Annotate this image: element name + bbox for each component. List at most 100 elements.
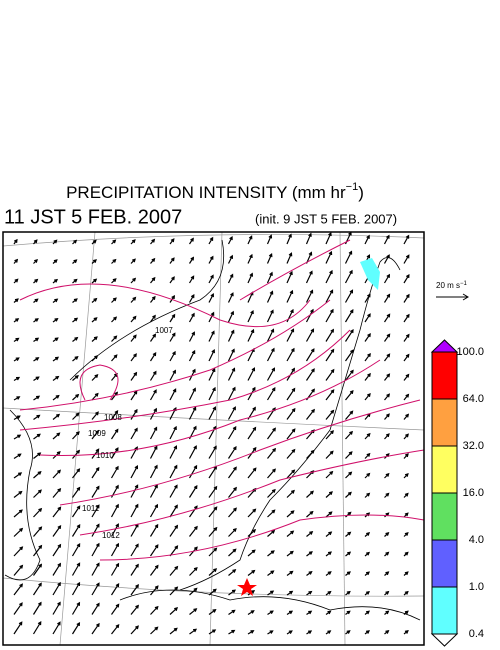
wind-arrow-head [385,532,390,536]
wind-arrow-head [193,445,197,450]
wind-arrow-shaft [169,314,176,323]
wind-arrow-head [330,430,334,435]
wind-arrow-shaft [149,371,157,381]
wind-arrow-head [386,393,391,398]
wind-arrow-head [53,278,59,283]
colorbar-segment [431,351,458,400]
wind-arrow-head [347,491,352,496]
wind-arrow-head [347,551,352,556]
wind-arrow-head [289,550,294,555]
wind-arrow-head [93,317,98,321]
wind-arrow-shaft [344,251,353,264]
wind-arrow-shaft [227,446,237,459]
wind-arrow-shaft [52,544,61,557]
wind-arrow-head [174,607,179,611]
wind-arrow-head [252,487,257,492]
wind-arrow-shaft [208,256,214,264]
wind-arrow-shaft [189,567,198,576]
wind-arrow-head [152,333,157,338]
wind-arrow-head [270,309,274,314]
longitude-line [339,231,346,646]
wind-arrow-head [57,621,61,626]
wind-arrow-head [271,529,276,534]
wind-arrow-shaft [33,471,42,479]
wind-arrow-head [405,273,410,279]
wind-arrow-head [135,543,139,548]
isobar-label: 1009 [88,429,106,438]
wind-arrow-shaft [266,348,275,362]
wind-arrow-head [251,549,256,554]
wind-arrow-shaft [13,602,23,615]
wind-arrow-head [404,492,409,497]
wind-arrow-shaft [228,569,236,576]
wind-arrow-shaft [247,254,253,264]
wind-arrow-head [346,610,351,615]
wind-arrow-head [54,337,59,342]
wind-arrow-head [270,570,275,575]
wind-arrow-head [133,353,137,358]
wind-arrow-head [251,590,256,594]
map-frame [2,231,425,646]
wind-arrow-shaft [91,623,100,635]
wind-arrow-head [19,527,24,532]
wind-arrow-shaft [267,489,276,498]
wind-arrow-head [95,429,100,434]
colorbar-label: 1.0 [469,581,484,593]
wind-arrow-shaft [266,310,274,323]
init-time: (init. 9 JST 5 FEB. 2007) [255,211,397,226]
wind-arrow-shaft [188,445,197,459]
wind-arrow-shaft [52,470,61,479]
wind-arrow-shaft [150,606,159,615]
wind-arrow-shaft [189,526,198,537]
wind-arrow-shaft [286,408,296,420]
wind-arrow-head [76,621,81,627]
wind-arrow-shaft [169,445,177,459]
wind-arrow-shaft [91,430,99,440]
title: PRECIPITATION INTENSITY (mm hr−1) [66,181,364,203]
colorbar-label: 0.4 [469,628,484,640]
wind-arrow-head [349,269,353,274]
wind-arrow-shaft [91,486,100,498]
wind-arrow-head [212,406,217,411]
wind-arrow-head [350,329,354,334]
isobar [99,514,425,561]
wind-arrow-head [405,393,410,398]
wind-arrow-head [252,508,257,513]
wind-arrow-shaft [266,329,274,342]
wind-arrow-head [249,253,253,259]
wind-arrow-head [193,566,198,571]
wind-arrow-shaft [188,332,195,342]
wind-arrow-head [270,550,275,554]
wind-arrow-head [328,491,333,496]
wind-arrow-shaft [110,583,120,596]
wind-arrow-head [170,238,175,243]
wind-arrow-head [308,551,313,555]
wind-arrow-head [386,333,391,338]
wind-arrow-head [57,469,61,474]
wind-arrow-head [250,630,255,634]
wind-arrow-shaft [169,545,178,557]
wind-arrow-shaft [71,524,81,537]
wind-arrow-shaft [305,233,312,245]
isobar [239,239,351,301]
wind-arrow-shaft [111,354,118,362]
wind-arrow-head [73,239,78,244]
wind-arrow-shaft [130,504,139,518]
wind-arrow-shaft [364,313,371,323]
wind-arrow-shaft [384,353,390,362]
wind-arrow-shaft [325,251,332,264]
wind-arrow-shaft [345,451,353,459]
wind-arrow-head [210,293,214,298]
wind-arrow-shaft [33,564,42,576]
wind-arrow-head [134,465,139,470]
wind-arrow-head [171,332,176,337]
wind-arrow-head [269,290,274,295]
wind-arrow-shaft [227,292,234,303]
wind-arrow-head [114,447,119,452]
wind-arrow-head [348,250,353,255]
wind-arrow-head [38,582,42,587]
wind-arrow-head [13,238,18,243]
wind-arrow-head [405,413,410,418]
wind-arrow-shaft [208,293,214,303]
wind-arrow-shaft [267,530,275,537]
